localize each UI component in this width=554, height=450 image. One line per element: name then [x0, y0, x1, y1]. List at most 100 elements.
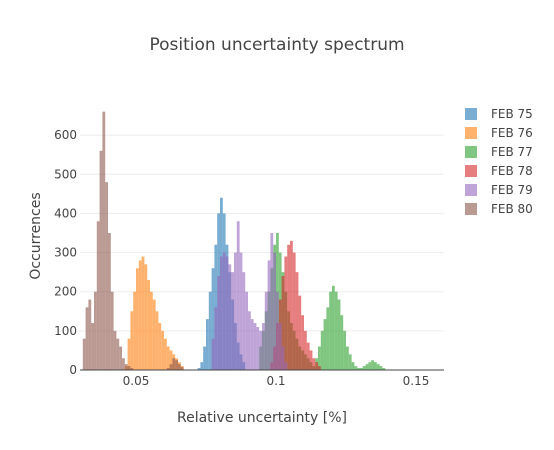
- bar: [362, 366, 366, 370]
- bar: [284, 362, 288, 370]
- legend-swatch: [465, 184, 477, 196]
- histogram-bars: [80, 111, 444, 371]
- legend-label: FEB 77: [491, 145, 533, 159]
- series-feb-79: [211, 221, 288, 370]
- bar: [267, 260, 271, 370]
- x-tick-label: 0.15: [403, 374, 430, 388]
- bar: [376, 364, 380, 370]
- bar: [169, 350, 173, 370]
- bar: [318, 366, 321, 370]
- bar: [259, 330, 262, 370]
- bar: [242, 272, 246, 370]
- legend-item[interactable]: FEB 75: [465, 107, 533, 121]
- bar: [169, 364, 173, 370]
- bar: [236, 221, 240, 370]
- y-axis-title: Occurrences: [28, 192, 44, 279]
- bar: [368, 362, 372, 370]
- y-tick-label: 400: [54, 206, 77, 220]
- bar: [155, 311, 159, 370]
- bar: [138, 260, 142, 370]
- bar: [234, 252, 237, 370]
- x-tick-label: 0.05: [123, 374, 150, 388]
- bar: [166, 346, 170, 370]
- bar: [326, 307, 330, 370]
- bar: [250, 319, 254, 370]
- legend-item[interactable]: FEB 79: [465, 183, 533, 197]
- bar: [220, 256, 223, 370]
- bar: [197, 368, 201, 370]
- legend-item[interactable]: FEB 77: [465, 145, 533, 159]
- bar: [332, 285, 335, 370]
- bar: [130, 368, 134, 370]
- bar: [334, 291, 338, 370]
- series-feb-76: [124, 256, 184, 370]
- bar: [208, 291, 212, 370]
- legend-label: FEB 80: [491, 202, 533, 216]
- bar: [200, 362, 204, 370]
- x-axis-title: Relative uncertainty [%]: [177, 410, 347, 426]
- bar: [161, 330, 164, 370]
- y-tick-label: 0: [69, 363, 77, 377]
- bar: [113, 330, 117, 370]
- bar: [130, 311, 134, 370]
- bar: [346, 346, 349, 370]
- bar: [337, 299, 341, 370]
- legend-label: FEB 78: [491, 164, 533, 178]
- bar: [374, 362, 377, 370]
- bar: [99, 150, 103, 370]
- bar: [158, 323, 162, 370]
- bar: [301, 315, 304, 370]
- bar: [222, 252, 226, 370]
- bar: [108, 233, 111, 370]
- bar: [276, 291, 279, 370]
- bar: [351, 362, 355, 370]
- bar: [262, 323, 265, 370]
- bar: [152, 299, 156, 370]
- y-tick-label: 600: [54, 128, 77, 142]
- bar: [315, 362, 318, 370]
- bar: [127, 366, 131, 370]
- legend-label: FEB 76: [491, 126, 533, 140]
- bar: [329, 291, 332, 370]
- bar: [141, 256, 145, 370]
- bar: [320, 330, 324, 370]
- y-axis-ticks: 0 100 200 300 400 500 600: [54, 128, 77, 377]
- bar: [295, 272, 299, 370]
- bar: [211, 268, 215, 370]
- bar: [225, 256, 229, 370]
- chart-title: Position uncertainty spectrum: [149, 35, 404, 55]
- legend: FEB 75 FEB 76 FEB 77 FEB 78 FEB 79 FEB 80: [465, 107, 533, 216]
- bar: [214, 307, 218, 370]
- x-tick-label: 0.1: [266, 374, 285, 388]
- y-tick-label: 200: [54, 285, 77, 299]
- bar: [124, 364, 128, 370]
- y-tick-label: 500: [54, 167, 77, 181]
- bar: [348, 354, 352, 370]
- bar: [323, 319, 327, 370]
- legend-swatch: [465, 108, 477, 120]
- legend-item[interactable]: FEB 80: [465, 202, 533, 216]
- bar: [175, 360, 178, 370]
- bar: [239, 252, 243, 370]
- bar: [88, 299, 92, 370]
- bar: [228, 264, 232, 370]
- bar: [287, 244, 290, 370]
- bar: [306, 342, 310, 370]
- bar: [231, 272, 234, 370]
- bar: [292, 252, 296, 370]
- bar: [96, 221, 100, 370]
- bar: [360, 368, 363, 370]
- bar: [144, 264, 148, 370]
- bar: [281, 346, 285, 370]
- bar: [127, 338, 131, 370]
- legend-label: FEB 79: [491, 183, 533, 197]
- bar: [371, 360, 374, 370]
- bar: [354, 366, 358, 370]
- bar: [166, 368, 170, 370]
- legend-item[interactable]: FEB 78: [465, 164, 533, 178]
- bar: [122, 358, 125, 370]
- legend-item[interactable]: FEB 76: [465, 126, 533, 140]
- bar: [91, 323, 94, 370]
